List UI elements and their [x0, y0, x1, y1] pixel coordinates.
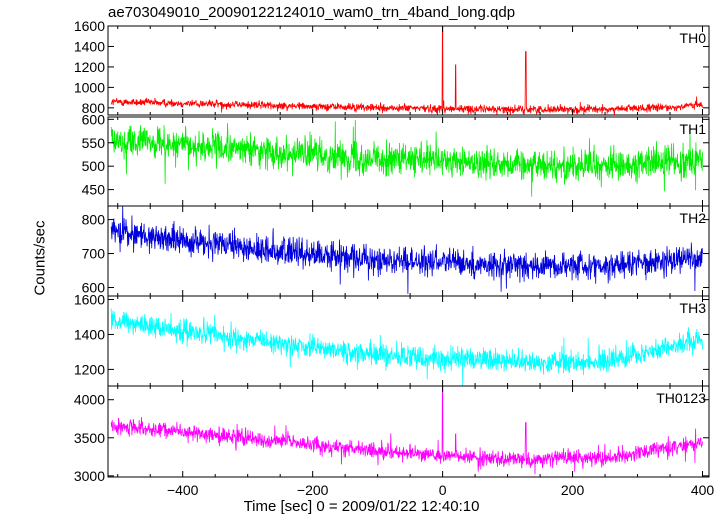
y-tick-label-th0: 1600 — [74, 18, 105, 34]
y-tick-label-th0: 800 — [82, 100, 106, 116]
y-tick-label-th2: 800 — [82, 212, 106, 228]
series-line-th0 — [110, 25, 703, 116]
x-tick-label: −400 — [167, 482, 199, 498]
panel-frame-th0 — [107, 25, 710, 116]
y-tick-label-th2: 700 — [82, 246, 106, 262]
y-axis-label: Counts/sec — [31, 220, 49, 296]
y-tick-label-th1: 550 — [82, 135, 106, 151]
series-line-th3 — [110, 308, 703, 387]
y-tick-label-th0123: 3500 — [74, 430, 105, 446]
y-tick-label-th2: 600 — [82, 280, 106, 296]
panel-label-th0123: TH0123 — [656, 390, 706, 406]
y-tick-label-th0: 1200 — [74, 59, 105, 75]
y-tick-label-th1: 500 — [82, 158, 106, 174]
panel-label-th3: TH3 — [680, 300, 707, 316]
y-tick-label-th0123: 3000 — [74, 468, 105, 484]
y-tick-label-th0123: 4000 — [74, 392, 105, 408]
y-tick-label-th0: 1400 — [74, 38, 105, 54]
panel-label-th1: TH1 — [680, 121, 707, 137]
panel-frame-th3 — [107, 295, 710, 387]
panel-frame-th0123 — [107, 385, 710, 478]
x-tick-label: 200 — [561, 482, 585, 498]
chart-title: ae703049010_20090122124010_wam0_trn_4ban… — [108, 4, 516, 21]
panel-label-th0: TH0 — [680, 30, 707, 46]
x-axis-label: Time [sec] 0 = 2009/01/22 12:40:10 — [243, 498, 480, 515]
y-tick-label-th3: 1200 — [74, 361, 105, 377]
panel-label-th2: TH2 — [680, 210, 707, 226]
x-tick-label: 400 — [691, 482, 715, 498]
y-tick-label-th0: 1000 — [74, 79, 105, 95]
y-tick-label-th3: 1400 — [74, 326, 105, 342]
series-line-th1 — [110, 119, 703, 197]
series-line-th0123 — [110, 385, 703, 475]
series-line-th2 — [110, 205, 703, 294]
y-tick-label-th1: 600 — [82, 111, 106, 127]
y-tick-label-th3: 1600 — [74, 291, 105, 307]
y-tick-label-th1: 450 — [82, 182, 106, 198]
x-tick-label: −200 — [297, 482, 329, 498]
x-tick-label: 0 — [439, 482, 447, 498]
